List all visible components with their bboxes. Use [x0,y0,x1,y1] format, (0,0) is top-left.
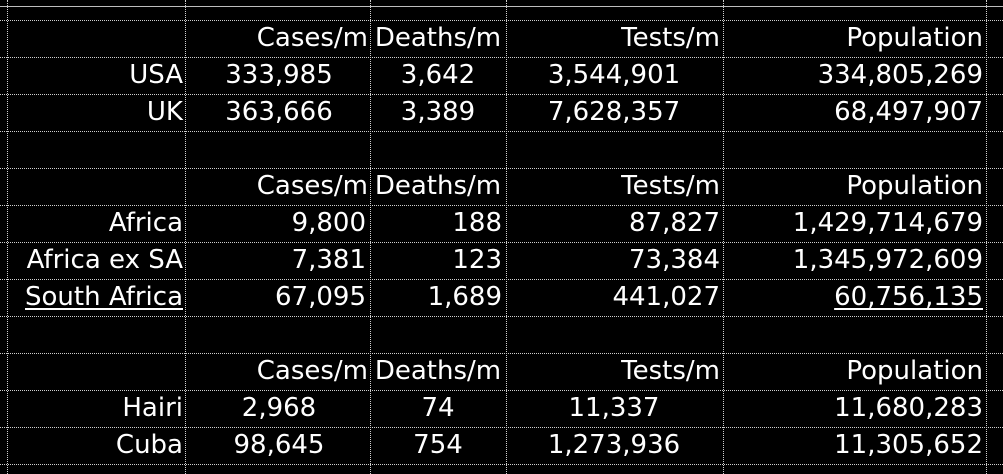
gridline-horizontal [0,131,1003,132]
table-row: Cuba 98,645 754 1,273,936 11,305,652 [0,427,1003,464]
cell-population[interactable]: 11,680,283 [834,393,983,423]
cell-cases[interactable]: 98,645 [233,430,325,460]
cell-cases[interactable]: 7,381 [291,245,366,275]
cell-deaths[interactable]: 74 [421,393,455,423]
header-cases[interactable]: Cases/m [256,23,368,53]
header-deaths[interactable]: Deaths/m [374,23,502,53]
cell-tests[interactable]: 3,544,901 [547,60,681,90]
cell-population[interactable]: 60,756,135 [834,282,983,312]
cell-tests[interactable]: 73,384 [629,245,720,275]
cell-tests[interactable]: 441,027 [612,282,720,312]
table-row: USA 333,985 3,642 3,544,901 334,805,269 [0,57,1003,94]
cell-population[interactable]: 1,345,972,609 [792,245,983,275]
gridline-horizontal [0,316,1003,317]
table-row: South Africa 67,095 1,689 441,027 60,756… [0,279,1003,316]
cell-deaths[interactable]: 1,689 [427,282,502,312]
row-label[interactable]: South Africa [25,282,183,312]
gridline-horizontal [0,168,1003,169]
header-tests[interactable]: Tests/m [621,171,720,201]
cell-cases[interactable]: 67,095 [275,282,366,312]
cell-deaths[interactable]: 3,642 [400,60,476,90]
gridline-horizontal [0,94,1003,95]
gridline-vertical [185,0,186,474]
gridline-horizontal [0,427,1003,428]
row-label[interactable]: Hairi [122,393,183,423]
sheet-top-edge [0,0,1003,7]
cell-deaths[interactable]: 188 [452,208,502,238]
gridline-horizontal [0,205,1003,206]
gridline-horizontal [0,20,1003,21]
gridline-vertical [7,0,8,474]
gridline-vertical [370,0,371,474]
cell-cases[interactable]: 363,666 [225,97,333,127]
gridline-vertical [506,0,507,474]
cell-tests[interactable]: 87,827 [629,208,720,238]
gridline-horizontal [0,57,1003,58]
row-label[interactable]: UK [146,97,183,127]
row-label[interactable]: Cuba [115,430,183,460]
header-cases[interactable]: Cases/m [256,171,368,201]
cell-deaths[interactable]: 754 [413,430,463,460]
header-population[interactable]: Population [846,356,983,386]
header-deaths[interactable]: Deaths/m [374,171,502,201]
gridline-horizontal [0,279,1003,280]
header-cases[interactable]: Cases/m [256,356,368,386]
header-tests[interactable]: Tests/m [621,356,720,386]
table-row: Hairi 2,968 74 11,337 11,680,283 [0,390,1003,427]
cell-population[interactable]: 334,805,269 [817,60,983,90]
table-row: UK 363,666 3,389 7,628,357 68,497,907 [0,94,1003,131]
gridline-vertical [986,0,987,474]
gridline-horizontal [0,353,1003,354]
cell-population[interactable]: 1,429,714,679 [792,208,983,238]
header-row: Cases/m Deaths/m Tests/m Population [0,353,1003,390]
table-row: Africa ex SA 7,381 123 73,384 1,345,972,… [0,242,1003,279]
gridline-horizontal [0,390,1003,391]
row-label[interactable]: Africa ex SA [26,245,183,275]
header-tests[interactable]: Tests/m [621,23,720,53]
cell-tests[interactable]: 1,273,936 [547,430,681,460]
cell-population[interactable]: 11,305,652 [834,430,983,460]
header-row: Cases/m Deaths/m Tests/m Population [0,168,1003,205]
cell-cases[interactable]: 2,968 [241,393,317,423]
cell-cases[interactable]: 333,985 [225,60,333,90]
row-label[interactable]: USA [129,60,183,90]
header-deaths[interactable]: Deaths/m [374,356,502,386]
cell-population[interactable]: 68,497,907 [834,97,983,127]
gridline-vertical [723,0,724,474]
gridline-horizontal [0,242,1003,243]
cell-deaths[interactable]: 3,389 [400,97,476,127]
table-row: Africa 9,800 188 87,827 1,429,714,679 [0,205,1003,242]
cell-tests[interactable]: 7,628,357 [547,97,681,127]
cell-tests[interactable]: 11,337 [568,393,660,423]
gridline-horizontal [0,464,1003,465]
header-row: Cases/m Deaths/m Tests/m Population [0,20,1003,57]
header-population[interactable]: Population [846,23,983,53]
cell-deaths[interactable]: 123 [452,245,502,275]
cell-cases[interactable]: 9,800 [291,208,366,238]
row-label[interactable]: Africa [108,208,183,238]
header-population[interactable]: Population [846,171,983,201]
